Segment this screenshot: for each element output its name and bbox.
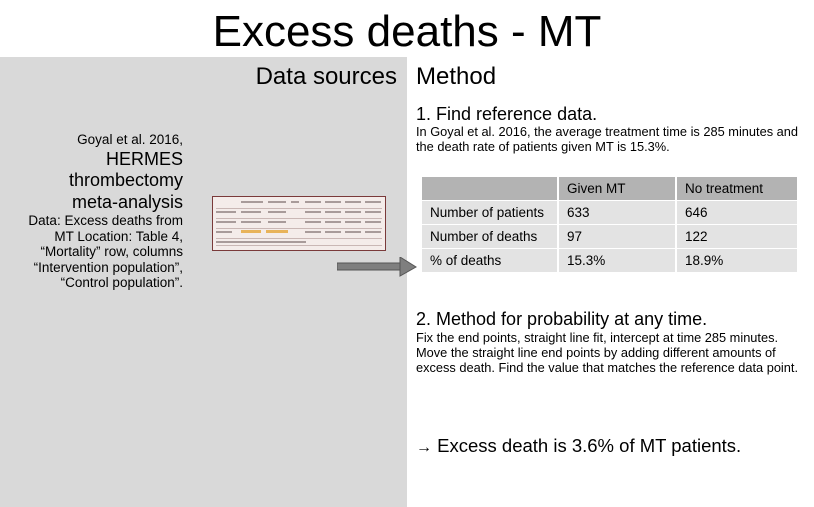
step1-text: In Goyal et al. 2016, the average treatm… bbox=[416, 124, 798, 154]
table-cell: Number of deaths bbox=[422, 225, 557, 248]
table-cell: 97 bbox=[559, 225, 675, 248]
table-row: % of deaths 15.3% 18.9% bbox=[422, 249, 797, 272]
reference-title-line: HERMES bbox=[105, 148, 183, 169]
table-cell: 18.9% bbox=[677, 249, 797, 272]
reference-title-line: meta-analysis bbox=[71, 191, 183, 212]
table-header-cell: No treatment bbox=[677, 177, 797, 200]
right-arrow-icon bbox=[337, 257, 417, 277]
table-header-cell: Given MT bbox=[559, 177, 675, 200]
table-row: Number of deaths 97 122 bbox=[422, 225, 797, 248]
slide-title: Excess deaths - MT bbox=[212, 7, 602, 56]
method-heading: Method bbox=[416, 63, 497, 90]
table-cell: 15.3% bbox=[559, 249, 675, 272]
reference-authors: Goyal et al. 2016, bbox=[77, 132, 183, 147]
table-cell: 646 bbox=[677, 201, 797, 224]
step2-heading: 2. Method for probability at any time. bbox=[416, 309, 708, 329]
table-header-cell bbox=[422, 177, 557, 200]
step2-text: Fix the end points, straight line fit, i… bbox=[416, 330, 799, 376]
reference-details: Data: Excess deaths from MT Location: Ta… bbox=[28, 213, 183, 290]
data-sources-panel bbox=[0, 57, 407, 507]
reference-title-line: thrombectomy bbox=[68, 170, 183, 190]
step1-heading: 1. Find reference data. bbox=[416, 104, 598, 124]
table-thumbnail-image bbox=[212, 196, 386, 251]
table-row: Number of patients 633 646 bbox=[422, 201, 797, 224]
table-cell: % of deaths bbox=[422, 249, 557, 272]
reference-data-table: Given MT No treatment Number of patients… bbox=[420, 176, 799, 273]
table-cell: Number of patients bbox=[422, 201, 557, 224]
table-cell: 633 bbox=[559, 201, 675, 224]
conclusion-text: Excess death is 3.6% of MT patients. bbox=[437, 435, 742, 456]
reference-block: Goyal et al. 2016, HERMES thrombectomy m… bbox=[20, 132, 183, 291]
table-cell: 122 bbox=[677, 225, 797, 248]
conclusion: → Excess death is 3.6% of MT patients. bbox=[416, 435, 741, 459]
conclusion-arrow: → bbox=[416, 439, 432, 456]
table-header-row: Given MT No treatment bbox=[422, 177, 797, 200]
data-sources-heading: Data sources bbox=[255, 63, 397, 90]
